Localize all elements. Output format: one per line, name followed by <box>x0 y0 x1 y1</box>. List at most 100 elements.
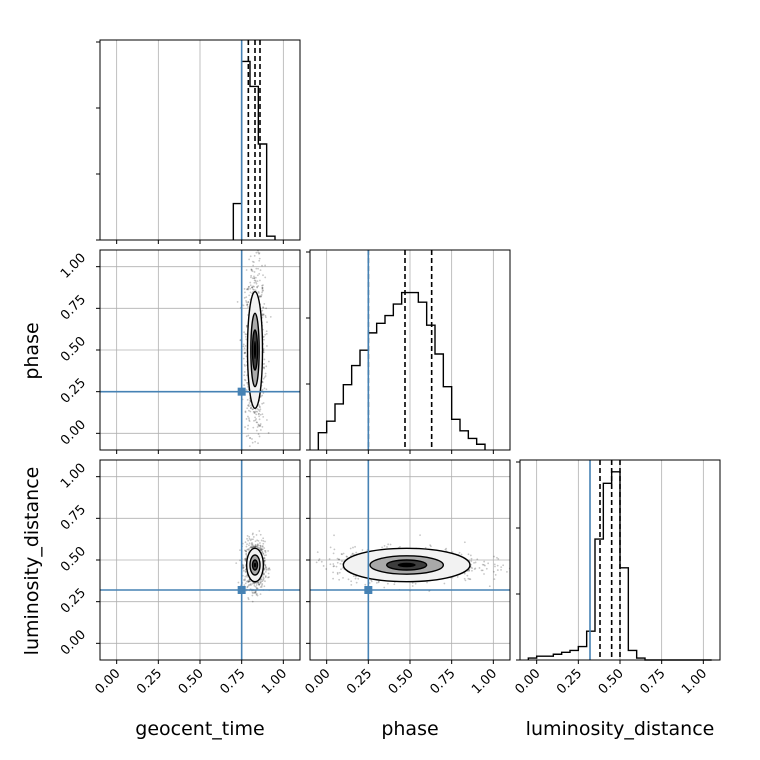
sample-point <box>341 560 343 563</box>
sample-point <box>500 569 502 571</box>
sample-point <box>261 284 263 287</box>
sample-point <box>259 424 261 427</box>
sample-point <box>350 583 353 586</box>
sample-point <box>235 562 238 565</box>
x-axis-label-geocent-time: geocent_time <box>135 718 264 740</box>
sample-point <box>248 437 251 439</box>
sample-point <box>247 306 249 308</box>
sample-point <box>243 371 246 373</box>
sample-point <box>467 553 470 556</box>
sample-point <box>254 289 257 292</box>
sample-point <box>468 569 471 571</box>
sample-point <box>267 550 270 552</box>
sample-point <box>246 427 249 430</box>
sample-point <box>263 547 266 549</box>
sample-point <box>245 550 248 553</box>
sample-point <box>248 580 251 582</box>
sample-point <box>243 288 246 290</box>
sample-point <box>258 259 261 262</box>
sample-point <box>242 304 245 307</box>
sample-point <box>261 584 263 587</box>
sample-point <box>485 567 488 570</box>
sample-point <box>350 580 353 583</box>
sample-point <box>483 573 485 575</box>
sample-point <box>463 577 466 580</box>
sample-point <box>249 546 252 549</box>
sample-point <box>247 424 250 427</box>
sample-point <box>249 407 252 410</box>
sample-point <box>258 418 261 421</box>
sample-point <box>255 281 257 284</box>
sample-point <box>254 543 257 546</box>
sample-point <box>264 372 267 375</box>
sample-point <box>247 385 249 388</box>
sample-point <box>242 566 244 569</box>
sample-point <box>262 289 265 292</box>
sample-point <box>259 269 262 272</box>
sample-point <box>337 558 340 561</box>
sample-point <box>253 271 256 273</box>
sample-point <box>251 441 254 444</box>
sample-point <box>261 314 264 317</box>
sample-point <box>322 565 325 567</box>
sample-point <box>351 552 354 555</box>
sample-point <box>444 548 447 551</box>
sample-point <box>259 544 261 547</box>
sample-point <box>470 557 473 560</box>
sample-point <box>265 566 268 569</box>
sample-point <box>243 378 246 381</box>
sample-point <box>253 279 256 282</box>
sample-point <box>262 392 265 394</box>
sample-point <box>247 415 249 418</box>
sample-point <box>244 549 247 552</box>
sample-point <box>244 426 246 428</box>
sample-point <box>386 582 389 585</box>
sample-point <box>257 251 260 254</box>
sample-point <box>261 425 264 428</box>
sample-point <box>255 592 258 595</box>
sample-point <box>262 540 265 542</box>
sample-point <box>478 567 481 569</box>
sample-point <box>265 333 268 335</box>
sample-point <box>347 578 350 581</box>
sample-point <box>250 407 252 410</box>
sample-point <box>414 582 417 585</box>
sample-point <box>237 581 240 584</box>
sample-point <box>351 553 354 555</box>
sample-point <box>261 288 264 290</box>
sample-point <box>268 567 271 570</box>
sample-point <box>268 576 270 578</box>
sample-point <box>244 582 247 585</box>
sample-point <box>244 560 247 562</box>
sample-point <box>246 543 248 546</box>
sample-point <box>250 276 252 279</box>
sample-point <box>244 333 247 335</box>
sample-point <box>256 410 259 413</box>
sample-point <box>256 407 259 410</box>
sample-point <box>261 550 264 553</box>
truth-marker <box>237 387 246 396</box>
sample-point <box>245 388 248 391</box>
sample-point <box>258 272 261 275</box>
sample-point <box>261 402 264 405</box>
sample-point <box>267 432 270 434</box>
sample-point <box>259 423 262 425</box>
sample-point <box>251 260 254 263</box>
sample-point <box>264 575 267 577</box>
sample-point <box>264 570 267 573</box>
sample-point <box>244 410 247 413</box>
sample-point <box>243 363 246 366</box>
sample-point <box>259 547 262 550</box>
sample-point <box>458 551 461 554</box>
sample-point <box>243 579 246 582</box>
sample-point <box>259 413 262 416</box>
sample-point <box>336 557 339 560</box>
sample-point <box>256 546 259 549</box>
sample-point <box>263 366 265 369</box>
sample-point <box>263 358 266 361</box>
sample-point <box>261 394 264 397</box>
sample-point <box>258 406 261 409</box>
sample-point <box>242 564 245 567</box>
sample-point <box>244 549 246 552</box>
sample-point <box>262 552 265 555</box>
